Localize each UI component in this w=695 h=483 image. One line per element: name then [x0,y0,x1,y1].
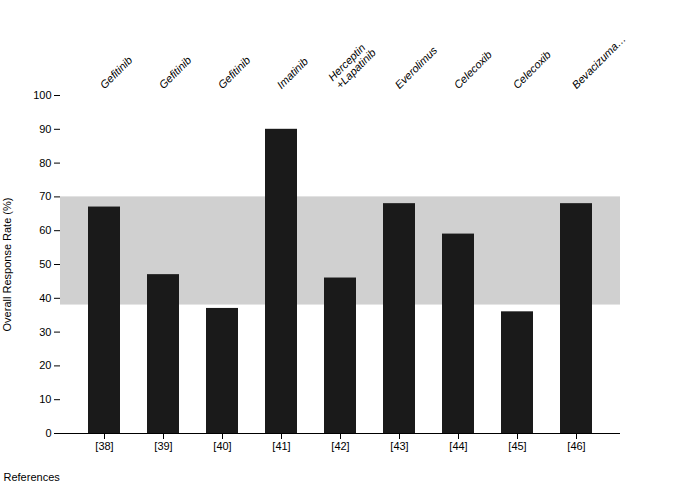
svg-text:90: 90 [39,123,51,135]
svg-text:Celecoxib: Celecoxib [451,48,494,91]
svg-text:Bevacizuma…: Bevacizuma… [569,32,628,91]
svg-text:70: 70 [39,190,51,202]
svg-text:80: 80 [39,157,51,169]
svg-text:30: 30 [39,326,51,338]
svg-text:Gefitinib: Gefitinib [215,54,252,91]
svg-text:[40]: [40] [213,440,231,452]
svg-text:Everolimus: Everolimus [392,44,439,91]
svg-text:0: 0 [45,427,51,439]
svg-text:Celecoxib: Celecoxib [510,48,553,91]
svg-text:[39]: [39] [154,440,172,452]
svg-text:[42]: [42] [331,440,349,452]
svg-text:20: 20 [39,359,51,371]
svg-text:Imatinib: Imatinib [274,55,310,91]
svg-text:100: 100 [33,89,51,101]
svg-text:[43]: [43] [390,440,408,452]
svg-text:Gefitinib: Gefitinib [97,54,134,91]
svg-text:Gefitinib: Gefitinib [156,54,193,91]
svg-text:References: References [4,471,61,483]
svg-text:[41]: [41] [272,440,290,452]
svg-text:[44]: [44] [449,440,467,452]
svg-text:10: 10 [39,393,51,405]
svg-text:[38]: [38] [95,440,113,452]
svg-text:[45]: [45] [508,440,526,452]
svg-text:60: 60 [39,224,51,236]
svg-text:[46]: [46] [567,440,585,452]
svg-text:Herceptin+Lapatinib: Herceptin+Lapatinib [326,39,378,91]
svg-text:50: 50 [39,258,51,270]
svg-text:Overall Response Rate (%): Overall Response Rate (%) [1,198,13,332]
svg-text:40: 40 [39,292,51,304]
